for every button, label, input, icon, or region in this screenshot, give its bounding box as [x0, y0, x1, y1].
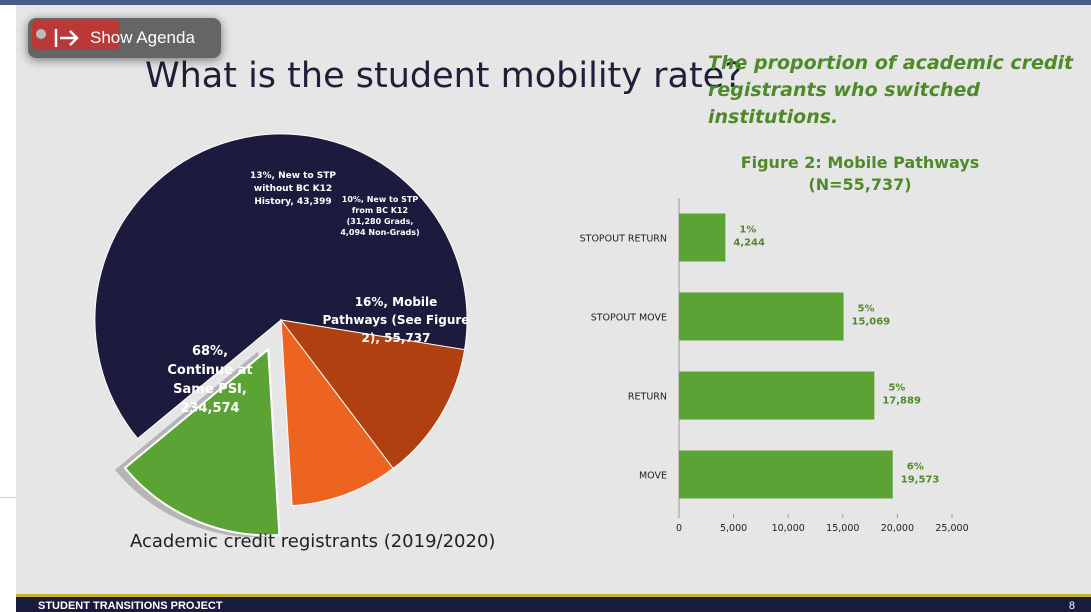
pie-slice-label-0: 68%, Continue at Same PSI, 234,574: [167, 344, 252, 416]
pie-slice-label-1: 13%, New to STP without BC K12 History, 43…: [250, 171, 336, 207]
bar-category-label-3: MOVE: [639, 471, 667, 482]
bar-x-tick-label-0: 0: [676, 523, 682, 534]
bar-2: [679, 371, 875, 420]
bar-category-label-2: RETURN: [628, 392, 667, 403]
bar-chart-title-line-1: Figure 2: Mobile Pathways: [740, 153, 980, 172]
bar-data-label-3: 6% 19,573: [901, 462, 940, 486]
bar-data-label-2: 5% 17,889: [882, 383, 921, 407]
bar-0: [679, 213, 726, 262]
pie-slice-1: [279, 319, 466, 470]
live-dot-icon: [36, 29, 46, 39]
bar-chart-title: Figure 2: Mobile Pathways (N=55,737): [720, 152, 1000, 196]
bar-category-label-1: STOPOUT MOVE: [591, 313, 667, 324]
pie-slice-label-3: 16%, Mobile Pathways (See Figure 2), 55,73…: [323, 295, 470, 345]
footer-page-number: 8: [1068, 600, 1075, 612]
top-accent-bar: [0, 0, 1091, 5]
pie-slice-2: [280, 318, 394, 507]
slide-title: What is the student mobility rate?: [145, 56, 743, 96]
pie-caption: Academic credit registrants (2019/2020): [130, 531, 496, 552]
bar-x-tick-label-5: 25,000: [935, 523, 968, 534]
slide-subtitle: The proportion of academic credit regist…: [708, 52, 1074, 128]
bar-chart-title-line-2: (N=55,737): [808, 175, 912, 194]
show-agenda-label: Show Agenda: [90, 28, 195, 47]
agenda-arrow-icon: [54, 29, 79, 47]
live-badge: [32, 20, 120, 50]
bar-x-tick-label-1: 5,000: [720, 523, 747, 534]
bar-x-tick-label-2: 10,000: [772, 523, 805, 534]
show-agenda-button[interactable]: Show Agenda: [28, 18, 221, 58]
bar-3: [679, 450, 893, 499]
pie-slice-3: [123, 347, 281, 537]
footer-project-name: STUDENT TRANSITIONS PROJECT: [38, 600, 223, 612]
slide-footer: STUDENT TRANSITIONS PROJECT 8: [16, 594, 1091, 612]
bar-data-label-0: 1% 4,244: [733, 225, 765, 249]
bar-x-tick-label-4: 20,000: [881, 523, 914, 534]
bar-category-label-0: STOPOUT RETURN: [580, 234, 667, 245]
bar-1: [679, 292, 844, 341]
pie-slice-label-2: 10%, New to STP from BC K12 (31,280 Grads,…: [340, 195, 419, 237]
left-margin-strip: [0, 0, 16, 612]
bar-data-label-1: 5% 15,069: [852, 304, 891, 328]
pie-slice-0: [94, 133, 468, 440]
bar-x-tick-label-3: 15,000: [826, 523, 859, 534]
